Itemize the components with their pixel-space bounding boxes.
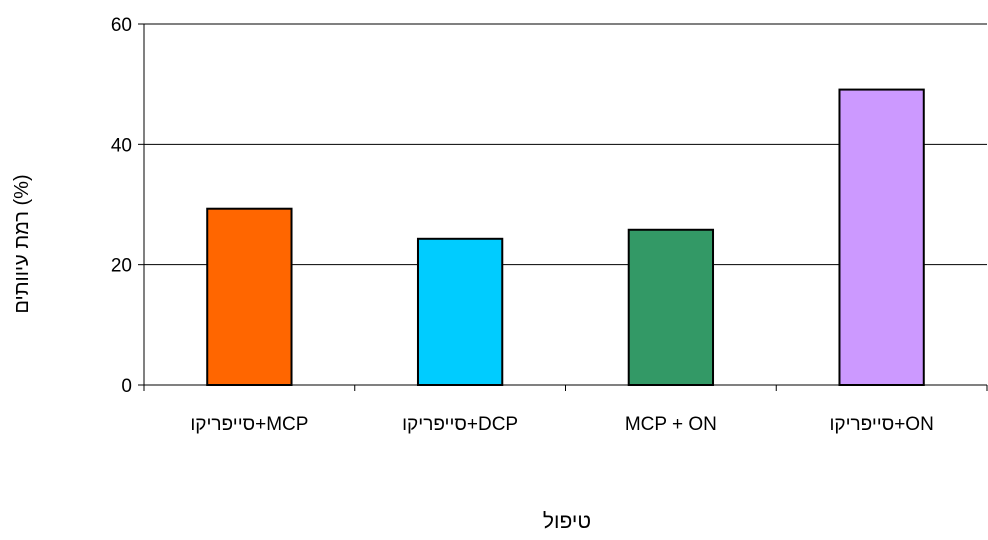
bar [838,88,925,386]
bars [206,88,925,386]
y-tick-label: 20 [111,256,132,277]
y-tick-label: 0 [121,376,132,397]
x-tick-label: סייפריקו+ON [829,414,933,435]
bar [206,207,293,386]
y-tick-label: 40 [111,135,132,156]
bar [416,237,504,386]
y-tick-label: 60 [111,15,132,36]
y-axis-title: רמת עיוותים (%) [11,174,33,313]
x-axis-title: טיפול [543,510,591,533]
bar [627,228,715,386]
tick-labels: 0 20 40 60 סייפריקו+MCP סייפריקו+DCP MCP + ON ס… [111,15,934,435]
x-tick-label: MCP + ON [625,414,717,435]
x-tick-label: סייפריקו+MCP [190,414,308,435]
x-tick-label: סייפריקו+DCP [402,414,518,435]
